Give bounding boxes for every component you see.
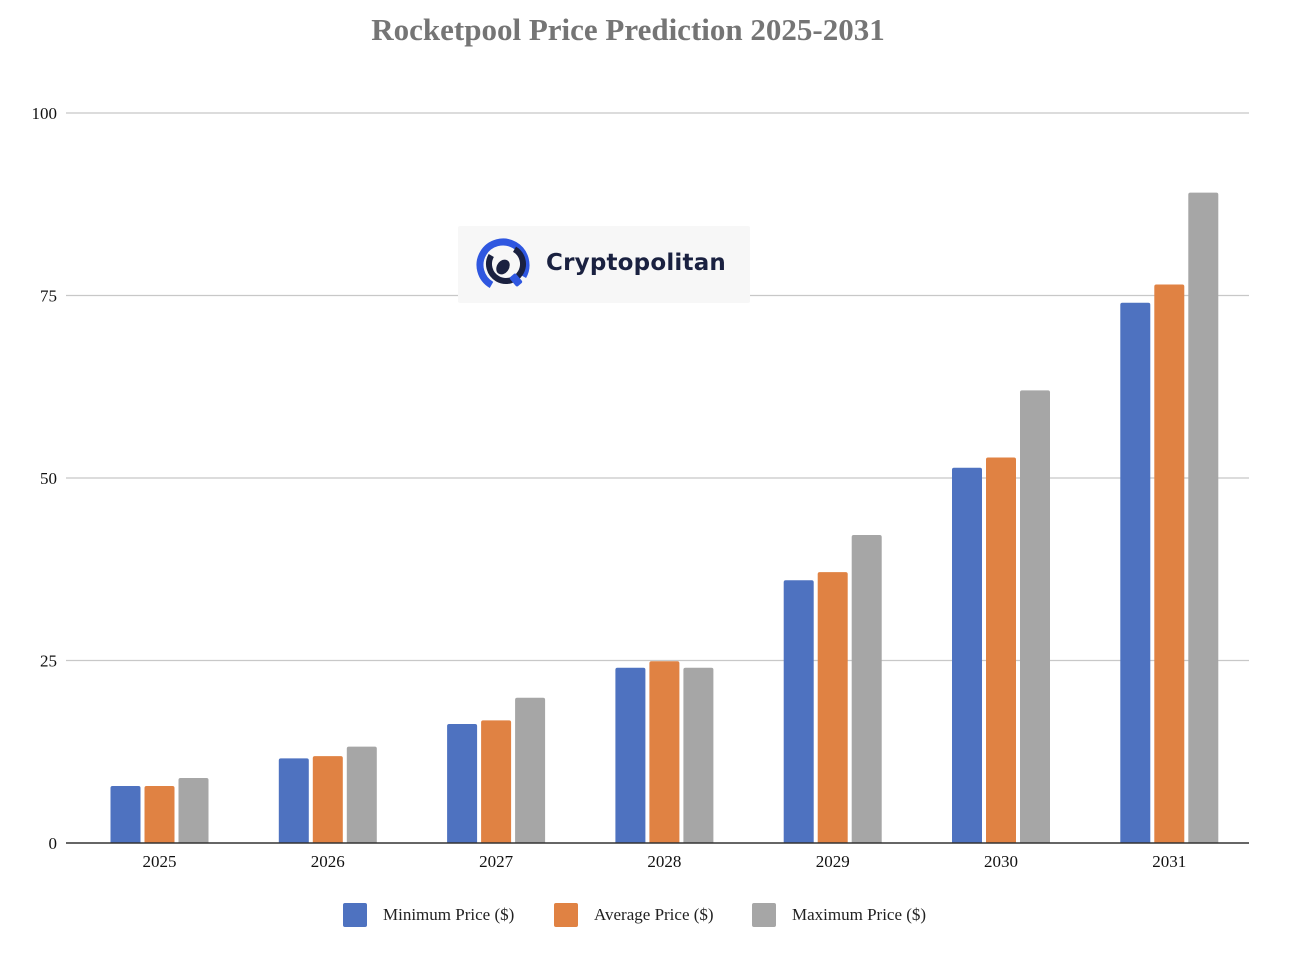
chart-title: Rocketpool Price Prediction 2025-2031 — [371, 12, 885, 47]
bar — [481, 720, 512, 843]
y-tick-label: 50 — [40, 469, 57, 488]
bar — [952, 467, 982, 843]
bar — [110, 786, 141, 843]
legend-item: Minimum Price ($) — [343, 902, 514, 928]
bar — [278, 758, 309, 843]
x-tick-label: 2030 — [984, 852, 1018, 871]
bar — [312, 756, 343, 843]
bar — [346, 746, 377, 843]
y-tick-label: 75 — [40, 287, 57, 306]
bar — [144, 786, 175, 843]
bar — [649, 661, 680, 843]
y-tick-label: 100 — [32, 104, 58, 123]
legend-swatch — [343, 903, 367, 927]
bar — [1120, 302, 1151, 843]
bar — [515, 697, 546, 843]
bar — [851, 534, 882, 843]
legend-label: Average Price ($) — [594, 905, 714, 924]
y-tick-label: 25 — [40, 652, 57, 671]
x-tick-label: 2029 — [816, 852, 850, 871]
legend-item: Average Price ($) — [554, 902, 714, 928]
bar — [817, 572, 848, 843]
bar — [447, 724, 478, 843]
x-tick-label: 2031 — [1152, 852, 1186, 871]
x-tick-label: 2025 — [143, 852, 177, 871]
bar — [178, 778, 209, 843]
bar — [1020, 390, 1050, 843]
x-tick-label: 2027 — [479, 852, 514, 871]
bar — [986, 457, 1016, 843]
x-tick-label: 2026 — [311, 852, 345, 871]
legend-swatch — [752, 903, 776, 927]
bar — [783, 580, 814, 843]
bar — [1154, 284, 1185, 843]
bar — [615, 667, 646, 843]
legend-item: Maximum Price ($) — [752, 902, 926, 928]
bar — [1188, 192, 1219, 843]
legend-label: Maximum Price ($) — [792, 905, 927, 924]
bar — [683, 667, 714, 843]
legend-label: Minimum Price ($) — [383, 905, 515, 924]
y-tick-label: 0 — [49, 834, 58, 853]
legend: Minimum Price ($) Average Price ($) Maximu… — [0, 902, 1296, 928]
x-tick-label: 2028 — [647, 852, 681, 871]
watermark-logo: Cryptopolitan — [458, 226, 750, 303]
watermark-text: Cryptopolitan — [546, 250, 726, 276]
cryptopolitan-logo-icon — [476, 238, 530, 292]
legend-swatch — [554, 903, 578, 927]
